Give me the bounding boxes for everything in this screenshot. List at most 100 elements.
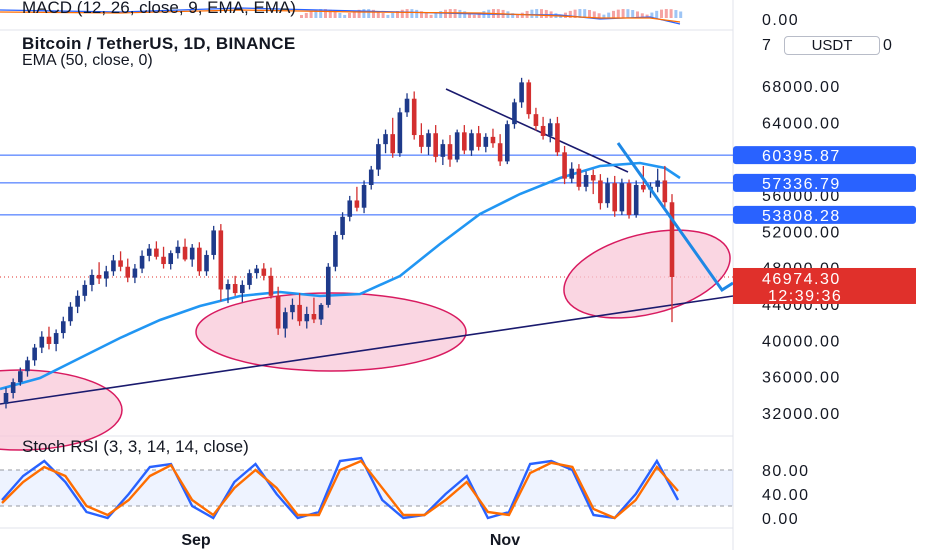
macd-signal	[0, 9, 681, 23]
candle-body	[354, 200, 360, 208]
candle-body	[454, 132, 460, 160]
candle-body	[282, 312, 288, 329]
candle-body	[46, 336, 52, 344]
forecast-arrow[interactable]	[616, 142, 734, 293]
candle-body	[211, 230, 216, 255]
stoch-rsi-legend[interactable]: Stoch RSI (3, 3, 14, 14, close)	[22, 437, 249, 456]
last-price-value: 46974.30	[762, 271, 841, 288]
candle	[569, 162, 575, 184]
candle	[447, 135, 453, 167]
time-axis[interactable]: Sep Nov	[181, 532, 520, 549]
macd-bar	[520, 12, 524, 18]
rsi-band	[0, 470, 733, 506]
candle	[547, 118, 553, 143]
candle	[18, 367, 23, 386]
symbol-title[interactable]: Bitcoin / TetherUS, 1D, BINANCE	[22, 34, 296, 53]
price-tick: 32000.00	[762, 406, 841, 423]
candles	[3, 77, 675, 409]
macd-bar	[376, 11, 380, 18]
macd-bar	[405, 9, 409, 18]
candle	[533, 107, 539, 131]
candle-body	[340, 216, 345, 235]
macd-bar	[333, 11, 337, 18]
candle-body	[347, 200, 353, 217]
candle	[39, 331, 45, 354]
candle	[526, 79, 532, 119]
candle-body	[103, 271, 109, 279]
macd-bar	[477, 12, 481, 18]
candle-body	[569, 168, 575, 179]
macd-bar	[592, 11, 596, 18]
macd-bar	[516, 14, 519, 18]
highlight-ellipses[interactable]	[0, 215, 739, 451]
candle-body	[68, 306, 73, 322]
macd-bar	[568, 10, 572, 18]
level-label-bg	[733, 173, 916, 192]
candle-body	[519, 82, 524, 103]
candle	[376, 138, 381, 176]
last-price-bg	[733, 267, 916, 304]
candle	[254, 264, 259, 279]
candle-body	[361, 185, 367, 208]
candle	[419, 123, 424, 154]
ema-line	[0, 161, 681, 391]
candle	[605, 177, 610, 208]
candle-body	[555, 123, 560, 153]
candle-body	[3, 393, 9, 404]
macd-bar	[415, 9, 419, 18]
currency-button[interactable]: USDT	[784, 36, 880, 55]
candle	[483, 133, 489, 153]
candle-body	[311, 313, 317, 320]
macd-bar	[319, 9, 323, 18]
candle	[175, 240, 181, 259]
candle	[232, 275, 238, 296]
candle-body	[440, 144, 446, 157]
candle	[347, 195, 353, 222]
chart-frame	[0, 0, 734, 550]
macd-bar	[386, 14, 390, 18]
candle	[619, 178, 625, 215]
macd-legend[interactable]: MACD (12, 26, close, 9, EMA, EMA)	[22, 0, 296, 17]
candle	[497, 134, 503, 166]
candle-body	[540, 125, 546, 136]
candle-body	[533, 114, 539, 126]
candle	[354, 186, 360, 212]
candle	[53, 329, 59, 352]
level-label-bg	[733, 146, 916, 165]
candle-body	[232, 284, 238, 294]
macd-bar	[669, 9, 673, 18]
candle	[197, 242, 202, 276]
macd-bar	[645, 14, 649, 18]
candle	[598, 174, 603, 210]
ema-legend[interactable]: EMA (50, close, 0)	[22, 52, 153, 69]
candle	[290, 298, 295, 320]
candle-body	[504, 124, 510, 162]
horizontal-levels[interactable]	[0, 154, 733, 278]
candle	[146, 244, 152, 262]
rsi-tick: 0.00	[762, 511, 799, 528]
candle	[469, 129, 474, 156]
macd-bar	[607, 12, 611, 18]
macd-bar	[372, 9, 375, 18]
candle	[333, 231, 338, 272]
candle	[275, 286, 281, 335]
macd-bar	[468, 13, 471, 18]
candle	[361, 180, 367, 214]
candle-body	[619, 183, 625, 212]
candle	[662, 165, 668, 208]
candle	[89, 269, 95, 292]
candle-body	[247, 273, 252, 285]
price-tick: 68000.00	[762, 79, 841, 96]
candle-body	[89, 274, 95, 285]
candle-body	[368, 169, 374, 186]
candle	[125, 258, 131, 283]
candle	[204, 250, 209, 276]
candle	[261, 263, 267, 281]
macd-bar	[626, 9, 630, 18]
candle-body	[583, 175, 589, 187]
candle	[519, 77, 524, 108]
trendlines[interactable]	[0, 88, 734, 405]
candle	[60, 316, 66, 339]
